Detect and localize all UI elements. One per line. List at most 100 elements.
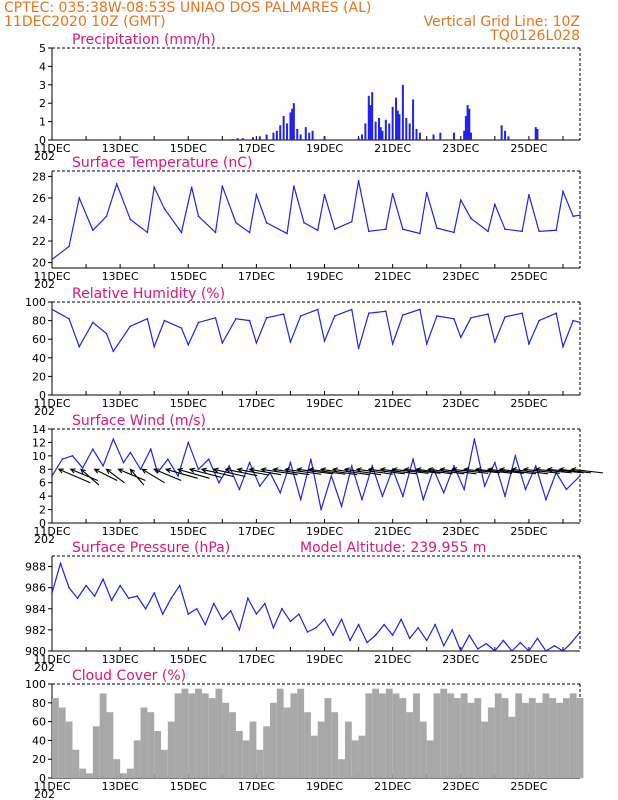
data-bar bbox=[542, 693, 550, 778]
y-tick-label: 22 bbox=[32, 235, 46, 248]
x-tick-label: 11DEC bbox=[33, 270, 70, 283]
data-point bbox=[144, 607, 147, 610]
wind-arrow bbox=[476, 468, 513, 474]
data-bar bbox=[432, 134, 435, 140]
data-point bbox=[306, 631, 309, 633]
y-tick-label: 986 bbox=[25, 582, 46, 595]
data-point bbox=[357, 347, 360, 350]
data-point bbox=[272, 626, 275, 629]
data-point bbox=[453, 231, 455, 234]
data-point bbox=[299, 315, 302, 317]
y-tick-label: 3 bbox=[39, 79, 46, 92]
data-point bbox=[323, 340, 326, 342]
data-point bbox=[163, 319, 166, 322]
data-point bbox=[214, 317, 217, 319]
data-bar bbox=[453, 698, 461, 778]
data-point bbox=[76, 597, 79, 600]
data-bar bbox=[360, 134, 363, 140]
wind-arrow bbox=[118, 468, 146, 482]
x-tick-label: 23DEC bbox=[442, 397, 479, 410]
data-line bbox=[51, 308, 581, 353]
data-point bbox=[579, 321, 581, 324]
header-model: TQ0126L028 bbox=[489, 28, 580, 44]
data-point bbox=[385, 310, 387, 313]
data-point bbox=[442, 644, 445, 647]
data-bar bbox=[120, 773, 127, 778]
data-bar bbox=[338, 759, 345, 778]
y-tick-label: 980 bbox=[25, 645, 46, 658]
data-bar bbox=[286, 123, 289, 140]
x-tick-label: 17DEC bbox=[238, 653, 275, 666]
wind-arrow bbox=[523, 468, 560, 474]
data-bar bbox=[372, 688, 380, 778]
wind-arrow-head bbox=[570, 467, 577, 473]
data-bar bbox=[534, 127, 537, 140]
data-point bbox=[286, 232, 288, 235]
wind-arrow bbox=[70, 468, 98, 482]
data-point bbox=[248, 319, 251, 322]
wind-arrow-head bbox=[439, 467, 446, 473]
data-point bbox=[555, 312, 557, 314]
data-bar bbox=[208, 698, 216, 778]
data-line bbox=[51, 180, 581, 260]
data-point bbox=[81, 467, 84, 469]
data-bar bbox=[371, 92, 374, 140]
data-bar bbox=[242, 740, 250, 778]
data-bar bbox=[188, 693, 196, 778]
y-tick-label: 988 bbox=[25, 561, 46, 574]
data-point bbox=[214, 231, 217, 234]
data-point bbox=[521, 312, 523, 314]
header-grid-line: Vertical Grid Line: 10Z bbox=[424, 14, 580, 30]
data-point bbox=[163, 207, 166, 210]
data-point bbox=[562, 650, 564, 652]
data-point bbox=[383, 623, 385, 626]
y-tick-label: 5 bbox=[39, 42, 46, 55]
data-point bbox=[299, 498, 302, 501]
x-tick-label: 13DEC bbox=[102, 525, 139, 538]
data-bar bbox=[385, 688, 393, 778]
x-tick-label: 15DEC bbox=[170, 780, 207, 793]
data-point bbox=[265, 221, 268, 224]
wind-arrow-head bbox=[451, 467, 458, 473]
data-point bbox=[357, 623, 360, 626]
data-point bbox=[92, 448, 94, 450]
wind-arrow-head bbox=[307, 467, 315, 473]
wind-arrow bbox=[511, 468, 548, 475]
wind-arrow-head bbox=[164, 467, 172, 474]
data-bar bbox=[500, 125, 503, 140]
x-tick-label: 13DEC bbox=[102, 397, 139, 410]
data-bar bbox=[241, 138, 244, 140]
data-point bbox=[425, 343, 428, 345]
x-tick-label: 23DEC bbox=[442, 142, 479, 155]
data-point bbox=[402, 228, 404, 230]
data-point bbox=[519, 641, 522, 644]
data-point bbox=[180, 327, 183, 329]
data-bar bbox=[388, 123, 391, 140]
data-bar bbox=[379, 693, 386, 778]
data-bar bbox=[297, 688, 305, 778]
wind-arrow bbox=[58, 468, 91, 484]
wind-arrow-head bbox=[534, 467, 541, 473]
panel-title: Surface Pressure (hPa) bbox=[72, 540, 230, 556]
panel-title: Relative Humidity (%) bbox=[72, 286, 225, 302]
data-point bbox=[187, 441, 190, 444]
data-bar bbox=[401, 84, 404, 140]
data-bar bbox=[381, 130, 384, 140]
wind-arrow bbox=[547, 468, 584, 474]
wind-arrow-head bbox=[200, 467, 207, 473]
data-point bbox=[149, 448, 152, 450]
panel-title: Precipitation (mm/h) bbox=[72, 32, 216, 48]
data-point bbox=[391, 634, 394, 636]
data-point bbox=[167, 458, 169, 461]
x-tick-label: 17DEC bbox=[238, 525, 275, 538]
data-point bbox=[504, 495, 506, 497]
data-point bbox=[289, 620, 292, 623]
data-point bbox=[419, 308, 421, 311]
data-bar bbox=[299, 134, 302, 140]
data-bar bbox=[367, 95, 370, 140]
data-point bbox=[434, 623, 437, 626]
data-point bbox=[408, 637, 411, 640]
data-point bbox=[112, 438, 115, 440]
